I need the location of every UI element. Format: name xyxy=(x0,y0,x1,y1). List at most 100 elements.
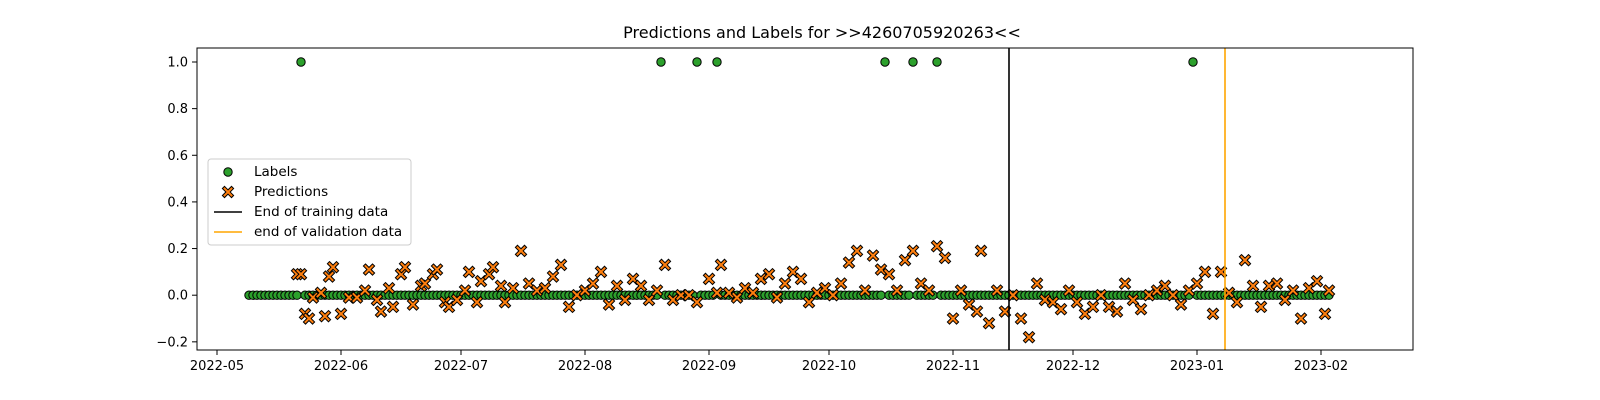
prediction-marker xyxy=(464,266,474,277)
prediction-marker xyxy=(604,299,614,310)
legend: Labels Predictions End of training data … xyxy=(207,158,412,246)
prediction-point xyxy=(818,281,832,295)
y-tick-label: 0.6 xyxy=(167,149,188,164)
y-tick-label: 0.4 xyxy=(167,195,188,210)
prediction-marker xyxy=(1280,294,1290,305)
prediction-marker xyxy=(472,297,482,308)
prediction-marker xyxy=(384,283,394,294)
prediction-marker xyxy=(668,294,678,305)
prediction-marker xyxy=(704,273,714,284)
prediction-marker xyxy=(628,273,638,284)
prediction-marker xyxy=(1048,297,1058,308)
legend-training-text: End of training data xyxy=(254,204,388,220)
prediction-marker xyxy=(692,297,702,308)
prediction-point xyxy=(442,300,456,314)
prediction-marker xyxy=(1304,283,1314,294)
label-point xyxy=(904,290,914,300)
prediction-marker xyxy=(1264,280,1274,291)
x-tick-label: 2022-07 xyxy=(434,359,488,374)
prediction-marker xyxy=(660,259,670,270)
prediction-marker xyxy=(420,278,430,289)
prediction-marker xyxy=(1008,290,1018,301)
prediction-point xyxy=(858,284,872,297)
prediction-point xyxy=(602,298,616,311)
x-tick-label: 2022-08 xyxy=(558,359,612,374)
prediction-point xyxy=(374,305,388,318)
prediction-point xyxy=(458,284,472,297)
prediction-marker xyxy=(360,285,370,296)
prediction-point xyxy=(470,295,484,309)
label-point xyxy=(656,57,666,67)
prediction-marker xyxy=(500,297,510,308)
prediction-marker xyxy=(580,285,590,296)
prediction-point xyxy=(1070,295,1084,309)
prediction-marker xyxy=(372,294,382,305)
prediction-point xyxy=(306,291,320,304)
prediction-marker xyxy=(788,266,798,277)
legend-frame xyxy=(207,158,412,246)
prediction-marker xyxy=(956,285,966,296)
prediction-point xyxy=(626,272,640,286)
prediction-marker xyxy=(324,271,334,282)
prediction-point xyxy=(1198,265,1212,279)
prediction-marker xyxy=(1200,266,1210,277)
prediction-point xyxy=(642,293,656,307)
prediction-point xyxy=(938,251,952,265)
prediction-point xyxy=(1322,284,1336,297)
y-tick-label: 0.2 xyxy=(167,242,188,257)
prediction-point xyxy=(1046,295,1060,309)
prediction-point xyxy=(1118,277,1132,290)
prediction-marker xyxy=(940,252,950,263)
label-point xyxy=(876,290,886,300)
x-tick-label: 2022-05 xyxy=(190,359,244,374)
prediction-marker xyxy=(1240,255,1250,266)
prediction-marker xyxy=(344,292,354,303)
prediction-point xyxy=(406,298,420,311)
prediction-marker xyxy=(564,301,574,312)
prediction-point xyxy=(874,263,888,276)
prediction-marker xyxy=(1296,313,1306,324)
label-point xyxy=(292,290,302,300)
prediction-marker xyxy=(588,278,598,289)
prediction-marker xyxy=(1096,290,1106,301)
prediction-marker xyxy=(1152,285,1162,296)
prediction-marker xyxy=(932,241,942,252)
prediction-marker xyxy=(296,269,306,280)
prediction-marker xyxy=(828,290,838,301)
prediction-marker xyxy=(1288,285,1298,296)
prediction-point xyxy=(674,288,688,302)
prediction-point xyxy=(1078,307,1092,321)
prediction-marker xyxy=(972,306,982,317)
chart-title: Predictions and Labels for >>42607059202… xyxy=(623,23,1021,42)
prediction-marker xyxy=(484,269,494,280)
label-point xyxy=(932,57,942,67)
prediction-point xyxy=(1214,265,1228,279)
legend-predictions-text: Predictions xyxy=(254,184,328,200)
x-tick-label: 2023-02 xyxy=(1294,359,1348,374)
prediction-point xyxy=(982,316,996,330)
prediction-point xyxy=(1310,274,1324,288)
prediction-marker xyxy=(1112,306,1122,317)
prediction-marker xyxy=(764,269,774,280)
prediction-marker xyxy=(712,287,722,298)
prediction-marker xyxy=(976,245,986,256)
prediction-marker xyxy=(1216,266,1226,277)
prediction-point xyxy=(1222,286,1236,300)
prediction-point xyxy=(714,258,728,272)
prediction-marker xyxy=(796,273,806,284)
prediction-point xyxy=(970,305,984,318)
prediction-marker xyxy=(892,285,902,296)
prediction-marker xyxy=(328,262,338,273)
prediction-marker xyxy=(820,283,830,294)
label-point xyxy=(880,57,890,67)
prediction-marker xyxy=(1040,294,1050,305)
prediction-point xyxy=(1038,293,1052,307)
prediction-point xyxy=(430,263,444,276)
prediction-marker xyxy=(908,245,918,256)
prediction-point xyxy=(578,284,592,297)
prediction-point xyxy=(1246,279,1260,293)
prediction-marker xyxy=(508,283,518,294)
legend-labels-text: Labels xyxy=(254,164,297,180)
prediction-point xyxy=(314,286,328,300)
prediction-point xyxy=(1086,300,1100,314)
